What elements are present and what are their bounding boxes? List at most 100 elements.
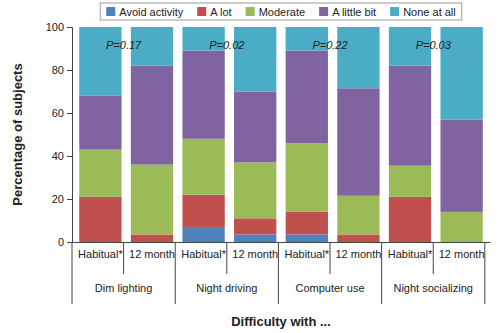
x-separator bbox=[484, 242, 485, 304]
x-tick: 12 month bbox=[232, 248, 278, 260]
bar-segment bbox=[440, 119, 482, 211]
legend-label: Avoid activity bbox=[119, 6, 183, 18]
y-tick: 0 bbox=[58, 236, 72, 248]
x-separators bbox=[72, 242, 485, 304]
bar-segment bbox=[234, 27, 276, 92]
y-axis-title: Percentage of subjects bbox=[10, 63, 25, 205]
bar-segment bbox=[79, 27, 121, 96]
bar-segment bbox=[234, 218, 276, 234]
y-axis: 0 20 40 60 80 100 bbox=[46, 21, 73, 248]
y-tick-label: 80 bbox=[52, 64, 64, 76]
legend-swatch bbox=[390, 7, 399, 16]
bar-segment bbox=[131, 66, 173, 165]
bar-segment bbox=[337, 234, 379, 242]
bar-segment bbox=[131, 234, 173, 242]
legend-swatch bbox=[319, 7, 328, 16]
legend-swatch bbox=[246, 7, 255, 16]
x-tick-label: Habitual* bbox=[388, 248, 433, 260]
plot-area: 0 20 40 60 80 100 Habitual* 12 month Habitual* 12… bbox=[46, 21, 491, 304]
bar-segment bbox=[79, 150, 121, 197]
bar-segment bbox=[182, 51, 224, 139]
y-tick-mark bbox=[67, 242, 72, 243]
bar-segment bbox=[234, 92, 276, 163]
x-tick-label: Habitual* bbox=[78, 248, 123, 260]
bar-segment bbox=[389, 66, 431, 166]
bar-segment bbox=[286, 51, 328, 143]
x-separator bbox=[123, 242, 124, 274]
annotation: P=0.22 bbox=[312, 39, 347, 51]
legend-item: None at all bbox=[390, 6, 456, 18]
bar-segment bbox=[182, 139, 224, 195]
y-tick-mark bbox=[67, 156, 72, 157]
y-tick-mark bbox=[67, 199, 72, 200]
bar-segment bbox=[389, 197, 431, 242]
x-tick-label: 12 month bbox=[335, 248, 381, 260]
x-axis-title: Difficulty with ... bbox=[231, 314, 331, 329]
y-tick: 100 bbox=[46, 21, 72, 33]
y-tick-label: 0 bbox=[58, 236, 64, 248]
x-tick: Habitual* bbox=[181, 248, 226, 260]
legend-item: Avoid activity bbox=[106, 6, 183, 18]
y-tick-label: 40 bbox=[52, 150, 64, 162]
x-separator bbox=[278, 242, 279, 304]
chart: 0 20 40 60 80 100 Habitual* 12 month Habitual* 12… bbox=[0, 0, 500, 333]
x-tick: Habitual* bbox=[388, 248, 433, 260]
bar-segment bbox=[286, 143, 328, 212]
bar-segment bbox=[182, 195, 224, 227]
bar-segment bbox=[79, 197, 121, 242]
legend-item: Moderate bbox=[246, 6, 305, 18]
x-tick-label: Habitual* bbox=[181, 248, 226, 260]
x-separator bbox=[175, 242, 176, 304]
bar-segment bbox=[182, 227, 224, 242]
x-separator bbox=[433, 242, 434, 274]
x-axis-line bbox=[73, 242, 491, 243]
x-tick: Habitual* bbox=[284, 248, 329, 260]
legend-frame bbox=[100, 3, 462, 20]
y-tick: 80 bbox=[52, 64, 72, 76]
x-tick-label: 12 month bbox=[129, 248, 175, 260]
x-tick-label: 12 month bbox=[439, 248, 485, 260]
annotation: P=0.17 bbox=[106, 39, 142, 51]
group-label: Computer use bbox=[295, 282, 364, 294]
legend-swatch bbox=[197, 7, 206, 16]
y-tick-label: 60 bbox=[52, 107, 64, 119]
x-tick: 12 month bbox=[129, 248, 175, 260]
y-tick-label: 100 bbox=[46, 21, 64, 33]
x-tick-label: Habitual* bbox=[284, 248, 329, 260]
bar-segment bbox=[234, 162, 276, 218]
y-tick: 40 bbox=[52, 150, 72, 162]
x-tick: 12 month bbox=[335, 248, 381, 260]
x-axis: Habitual* 12 month Habitual* 12 month Habitu… bbox=[73, 243, 491, 260]
legend-item: A lot bbox=[197, 6, 231, 18]
y-axis-line bbox=[67, 28, 73, 243]
bar-segment bbox=[440, 212, 482, 242]
y-tick-label: 20 bbox=[52, 193, 64, 205]
x-separator bbox=[72, 242, 73, 304]
bar-segment bbox=[389, 166, 431, 197]
x-separator bbox=[381, 242, 382, 304]
y-tick-mark bbox=[67, 27, 72, 28]
group-label: Dim lighting bbox=[95, 282, 152, 294]
x-tick-label: 12 month bbox=[232, 248, 278, 260]
bar-segment bbox=[337, 88, 379, 195]
bar-segment bbox=[286, 212, 328, 235]
bars bbox=[79, 27, 483, 242]
legend-label: None at all bbox=[403, 6, 456, 18]
bar-segment bbox=[286, 234, 328, 242]
legend-label: A little bit bbox=[332, 6, 376, 18]
annotation: P=0.02 bbox=[209, 39, 244, 51]
bar-segment bbox=[131, 165, 173, 235]
y-tick: 20 bbox=[52, 193, 72, 205]
y-tick-mark bbox=[67, 70, 72, 71]
bar-segment bbox=[79, 96, 121, 150]
legend-swatch bbox=[106, 7, 115, 16]
x-tick: 12 month bbox=[439, 248, 485, 260]
y-tick-mark bbox=[67, 113, 72, 114]
annotation: P=0.03 bbox=[416, 39, 452, 51]
legend-label: Moderate bbox=[259, 6, 305, 18]
group-label: Night socializing bbox=[393, 282, 472, 294]
group-label: Night driving bbox=[196, 282, 257, 294]
x-separator bbox=[226, 242, 227, 274]
y-tick: 60 bbox=[52, 107, 72, 119]
legend-item: A little bit bbox=[319, 6, 376, 18]
